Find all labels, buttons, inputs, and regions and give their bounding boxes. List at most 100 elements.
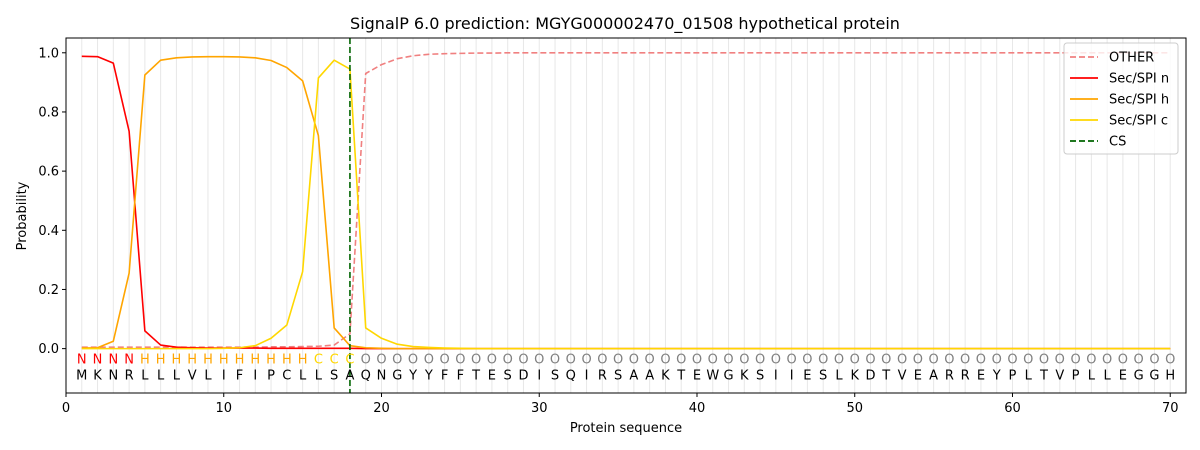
- region-label: N: [124, 352, 134, 367]
- region-label: C: [314, 352, 323, 367]
- region-label: O: [613, 352, 623, 367]
- region-label: N: [77, 352, 87, 367]
- residue-label: T: [881, 369, 890, 384]
- residue-label: C: [282, 369, 291, 384]
- region-label: H: [282, 352, 292, 367]
- residue-label: Y: [992, 369, 1001, 384]
- region-label: O: [361, 352, 371, 367]
- residue-label: T: [471, 369, 480, 384]
- residue-label: L: [315, 369, 323, 384]
- residue-label: V: [1055, 369, 1064, 384]
- region-label: N: [108, 352, 118, 367]
- region-label: H: [156, 352, 166, 367]
- residue-label: L: [1088, 369, 1096, 384]
- x-tick-label: 20: [373, 401, 390, 416]
- residue-label: V: [188, 369, 197, 384]
- region-label: O: [439, 352, 449, 367]
- region-label: O: [834, 352, 844, 367]
- residue-label: G: [723, 369, 733, 384]
- y-tick-label: 0.0: [38, 342, 59, 357]
- residue-label: D: [865, 369, 875, 384]
- region-label: O: [960, 352, 970, 367]
- region-label: O: [676, 352, 686, 367]
- residue-label: N: [377, 369, 387, 384]
- y-tick-label: 0.4: [38, 224, 59, 239]
- x-tick-label: 60: [1004, 401, 1021, 416]
- residue-label: P: [1009, 369, 1017, 384]
- region-label: C: [330, 352, 339, 367]
- residue-label: T: [676, 369, 685, 384]
- y-tick-label: 1.0: [38, 46, 59, 61]
- x-tick-label: 30: [531, 401, 548, 416]
- residue-label: E: [914, 369, 922, 384]
- residue-label: Y: [408, 369, 417, 384]
- residue-label: A: [345, 369, 354, 384]
- residue-label: E: [693, 369, 701, 384]
- residue-label: F: [457, 369, 464, 384]
- residue-label: V: [898, 369, 907, 384]
- residue-label: I: [790, 369, 794, 384]
- residue-label: P: [1072, 369, 1080, 384]
- residue-label: S: [819, 369, 827, 384]
- residue-label: K: [850, 369, 859, 384]
- residue-label: L: [835, 369, 843, 384]
- legend-label: Sec/SPI n: [1109, 72, 1169, 87]
- region-label: O: [850, 352, 860, 367]
- residue-label: K: [93, 369, 102, 384]
- residue-label: I: [222, 369, 226, 384]
- region-label: O: [392, 352, 402, 367]
- residue-label: S: [756, 369, 764, 384]
- residue-label: R: [945, 369, 954, 384]
- region-label: H: [219, 352, 229, 367]
- region-label: O: [787, 352, 797, 367]
- region-label: H: [203, 352, 213, 367]
- residue-label: L: [1104, 369, 1112, 384]
- region-label: O: [928, 352, 938, 367]
- residue-label: P: [267, 369, 275, 384]
- region-label: O: [550, 352, 560, 367]
- region-label: O: [755, 352, 765, 367]
- region-label: O: [581, 352, 591, 367]
- residue-label: A: [929, 369, 938, 384]
- residue-label: S: [614, 369, 622, 384]
- region-label: O: [913, 352, 923, 367]
- region-label: O: [629, 352, 639, 367]
- x-tick-label: 70: [1162, 401, 1179, 416]
- legend-label: Sec/SPI c: [1109, 114, 1168, 129]
- residue-label: S: [330, 369, 338, 384]
- residue-label: H: [1165, 369, 1175, 384]
- x-tick-label: 40: [689, 401, 706, 416]
- region-label: O: [897, 352, 907, 367]
- region-label: H: [172, 352, 182, 367]
- residue-label: S: [551, 369, 559, 384]
- residue-label: R: [961, 369, 970, 384]
- residue-label: I: [253, 369, 257, 384]
- chart-title: SignalP 6.0 prediction: MGYG000002470_01…: [350, 14, 900, 34]
- residue-label: G: [1134, 369, 1144, 384]
- residue-label: G: [392, 369, 402, 384]
- region-label: O: [802, 352, 812, 367]
- region-label: O: [424, 352, 434, 367]
- legend-box: [1063, 42, 1179, 155]
- region-label: H: [266, 352, 276, 367]
- vertical-gridlines: [81, 38, 1171, 393]
- region-label: O: [723, 352, 733, 367]
- region-label: O: [1102, 352, 1112, 367]
- residue-label: L: [1025, 369, 1033, 384]
- residue-label: K: [740, 369, 749, 384]
- y-tick-label: 0.8: [38, 105, 59, 120]
- region-label: O: [1165, 352, 1175, 367]
- residue-label: E: [977, 369, 985, 384]
- residue-label: F: [441, 369, 448, 384]
- x-tick-label: 0: [62, 401, 70, 416]
- region-label: O: [408, 352, 418, 367]
- region-label: O: [771, 352, 781, 367]
- region-label: O: [1039, 352, 1049, 367]
- series-line-other: [81, 51, 1171, 348]
- y-axis-label: Probability: [15, 181, 30, 250]
- region-label: O: [660, 352, 670, 367]
- residue-label: R: [598, 369, 607, 384]
- region-label: H: [250, 352, 260, 367]
